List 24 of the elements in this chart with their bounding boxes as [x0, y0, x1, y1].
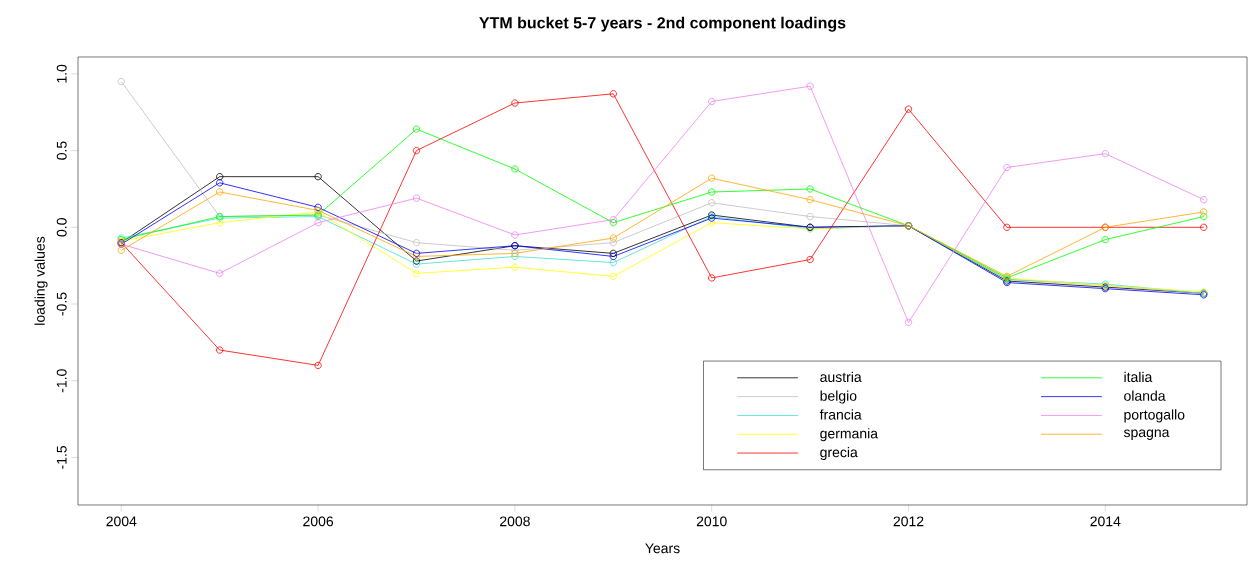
x-tick-label: 2010: [696, 516, 727, 527]
y-tick-label: -0.5: [56, 292, 67, 316]
x-tick-label: 2004: [106, 516, 137, 527]
legend-label: austria: [820, 371, 862, 383]
x-tick-label: 2012: [893, 516, 924, 527]
y-tick-label: -1.0: [56, 369, 67, 393]
legend-label: germania: [820, 428, 879, 442]
y-tick-label: 1.0: [56, 64, 67, 83]
y-axis-title: loading values: [34, 236, 48, 325]
legend-label: belgio: [820, 390, 857, 404]
x-tick-label: 2014: [1090, 516, 1121, 527]
y-tick-label: -1.5: [56, 445, 67, 469]
chart-title: YTM bucket 5-7 years - 2nd component loadings: [479, 16, 846, 32]
legend-label: spagna: [1123, 429, 1170, 440]
x-tick-label: 2006: [303, 516, 334, 527]
legend-label: portogallo: [1124, 409, 1185, 423]
x-tick-label: 2008: [500, 516, 530, 527]
y-tick-label: 0.0: [56, 218, 67, 237]
legend-label: italia: [1124, 371, 1153, 383]
legend-label: grecia: [820, 446, 858, 461]
y-tick-label: 0.5: [56, 141, 67, 160]
x-axis-title: Years: [645, 543, 680, 554]
legend-label: olanda: [1124, 390, 1166, 401]
legend-label: francia: [819, 409, 862, 420]
